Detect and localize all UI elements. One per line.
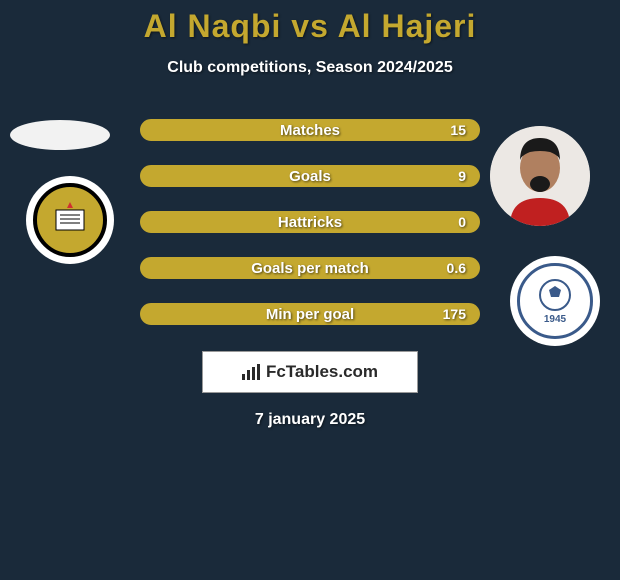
right-club-badge: 1945 (510, 256, 600, 346)
stat-value: 9 (458, 168, 466, 184)
stat-row: Matches 15 (140, 119, 480, 141)
stat-row: Goals per match 0.6 (140, 257, 480, 279)
right-club-year: 1945 (544, 314, 566, 325)
club-crest-icon (50, 200, 90, 240)
stat-value: 15 (450, 122, 466, 138)
stat-label: Hattricks (278, 214, 342, 231)
stat-label: Goals per match (251, 260, 369, 277)
stat-label: Min per goal (266, 306, 354, 323)
page-title: Al Naqbi vs Al Hajeri (0, 0, 620, 45)
source-logo[interactable]: FcTables.com (202, 351, 418, 393)
stat-row: Goals 9 (140, 165, 480, 187)
right-player-badge (490, 126, 590, 226)
source-logo-text: FcTables.com (266, 362, 378, 382)
bar-chart-icon (242, 364, 262, 380)
player-avatar-icon (490, 126, 590, 226)
date-text: 7 january 2025 (0, 411, 620, 429)
comparison-card: Al Naqbi vs Al Hajeri Club competitions,… (0, 0, 620, 580)
football-icon (538, 278, 572, 312)
left-club-badge (26, 176, 114, 264)
stat-value: 0 (458, 214, 466, 230)
subtitle: Club competitions, Season 2024/2025 (0, 59, 620, 77)
left-player-badge (10, 120, 110, 150)
stat-row: Min per goal 175 (140, 303, 480, 325)
stat-value: 175 (443, 306, 466, 322)
stat-label: Goals (289, 168, 331, 185)
stat-row: Hattricks 0 (140, 211, 480, 233)
stat-label: Matches (280, 122, 340, 139)
stat-value: 0.6 (447, 260, 466, 276)
